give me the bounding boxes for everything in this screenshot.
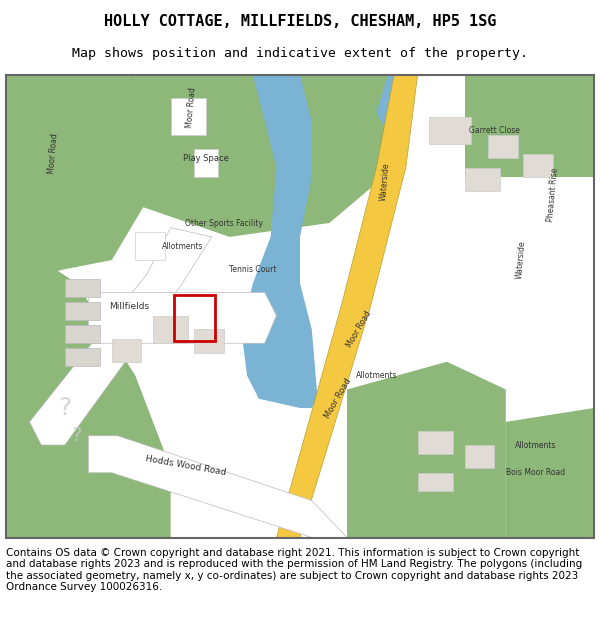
Polygon shape xyxy=(6,75,153,283)
Text: Waterside: Waterside xyxy=(514,241,527,279)
FancyBboxPatch shape xyxy=(112,339,141,362)
FancyBboxPatch shape xyxy=(430,117,470,144)
Polygon shape xyxy=(347,362,506,538)
Text: Other Sports Facility: Other Sports Facility xyxy=(185,219,263,228)
FancyBboxPatch shape xyxy=(418,472,453,491)
FancyBboxPatch shape xyxy=(65,279,100,297)
Text: ?: ? xyxy=(71,426,82,445)
Text: Moor Road: Moor Road xyxy=(323,377,353,421)
Text: Pheasant Rise: Pheasant Rise xyxy=(546,168,560,222)
Polygon shape xyxy=(88,292,277,343)
Text: Garrett Close: Garrett Close xyxy=(469,126,520,135)
Polygon shape xyxy=(29,228,212,445)
Polygon shape xyxy=(6,237,170,538)
FancyBboxPatch shape xyxy=(170,98,206,135)
Polygon shape xyxy=(376,75,406,158)
Text: Allotments: Allotments xyxy=(356,371,397,380)
Text: Contains OS data © Crown copyright and database right 2021. This information is : Contains OS data © Crown copyright and d… xyxy=(6,548,582,592)
Polygon shape xyxy=(88,436,347,538)
Text: HOLLY COTTAGE, MILLFIELDS, CHESHAM, HP5 1SG: HOLLY COTTAGE, MILLFIELDS, CHESHAM, HP5 … xyxy=(104,14,496,29)
FancyBboxPatch shape xyxy=(136,232,165,260)
FancyBboxPatch shape xyxy=(418,431,453,454)
FancyBboxPatch shape xyxy=(153,316,188,343)
Text: Tennis Court: Tennis Court xyxy=(229,265,277,274)
Text: Bois Moor Road: Bois Moor Road xyxy=(506,468,565,478)
Polygon shape xyxy=(464,75,594,177)
Text: ?: ? xyxy=(58,396,71,420)
FancyBboxPatch shape xyxy=(65,348,100,366)
FancyBboxPatch shape xyxy=(464,445,494,468)
FancyBboxPatch shape xyxy=(488,135,518,158)
Polygon shape xyxy=(265,75,418,538)
Text: Moor Road: Moor Road xyxy=(47,133,59,174)
Text: Allotments: Allotments xyxy=(514,441,556,449)
Text: Map shows position and indicative extent of the property.: Map shows position and indicative extent… xyxy=(72,48,528,61)
Text: Waterside: Waterside xyxy=(379,162,391,201)
Text: Moor Road: Moor Road xyxy=(185,87,197,128)
Text: Moor Road: Moor Road xyxy=(345,309,373,349)
FancyBboxPatch shape xyxy=(65,325,100,343)
FancyBboxPatch shape xyxy=(194,149,218,177)
Text: Millfields: Millfields xyxy=(109,302,149,311)
FancyBboxPatch shape xyxy=(194,329,224,352)
FancyBboxPatch shape xyxy=(523,154,553,177)
Text: Play Space: Play Space xyxy=(183,154,229,162)
Text: Hodds Wood Road: Hodds Wood Road xyxy=(144,454,226,478)
Polygon shape xyxy=(136,75,406,237)
Polygon shape xyxy=(506,408,594,538)
FancyBboxPatch shape xyxy=(65,302,100,320)
FancyBboxPatch shape xyxy=(464,168,500,191)
Polygon shape xyxy=(241,75,317,408)
Text: Allotments: Allotments xyxy=(161,242,203,251)
